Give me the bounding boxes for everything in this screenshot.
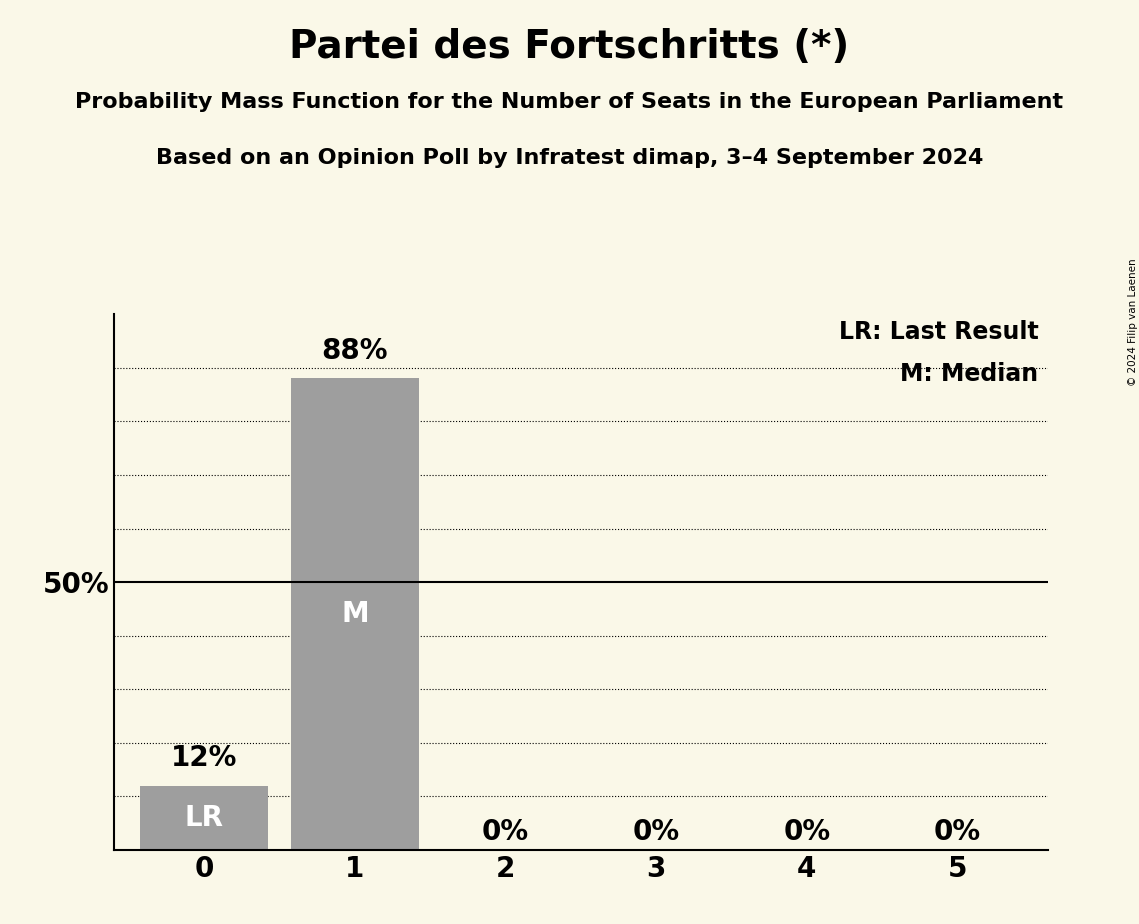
Text: 88%: 88% [321,337,388,365]
Text: 0%: 0% [632,818,680,845]
Text: 0%: 0% [784,818,830,845]
Text: 0%: 0% [934,818,981,845]
Text: 0%: 0% [482,818,530,845]
Text: Probability Mass Function for the Number of Seats in the European Parliament: Probability Mass Function for the Number… [75,92,1064,113]
Text: LR: Last Result: LR: Last Result [838,320,1039,344]
Text: 12%: 12% [171,745,237,772]
Bar [140,785,269,850]
Text: Based on an Opinion Poll by Infratest dimap, 3–4 September 2024: Based on an Opinion Poll by Infratest di… [156,148,983,168]
Text: Partei des Fortschritts (*): Partei des Fortschritts (*) [289,28,850,66]
Text: M: M [341,601,369,628]
Text: LR: LR [185,804,223,832]
Bar [290,379,419,850]
Text: © 2024 Filip van Laenen: © 2024 Filip van Laenen [1129,259,1138,386]
Text: M: Median: M: Median [901,362,1039,386]
